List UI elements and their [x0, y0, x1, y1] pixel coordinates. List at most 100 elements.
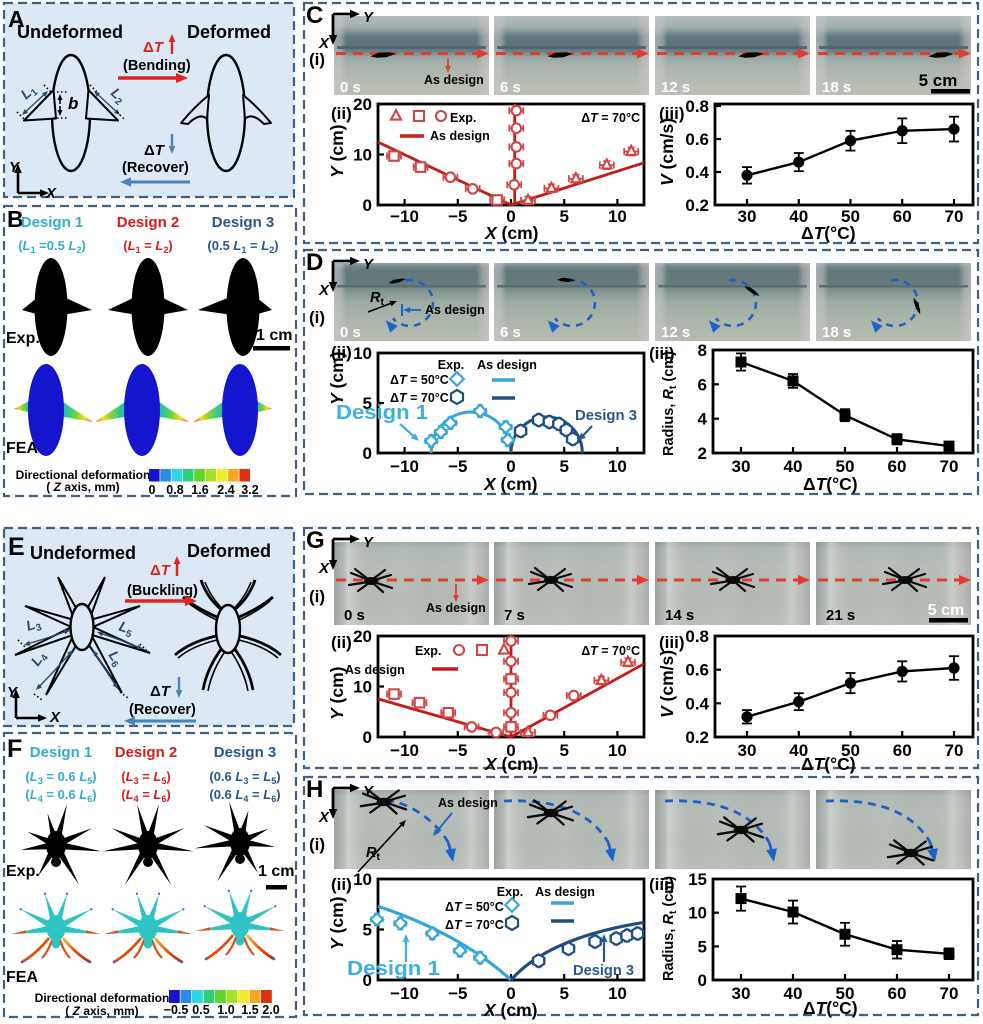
svg-text:X (cm): X (cm): [484, 223, 539, 243]
svg-text:0: 0: [698, 971, 707, 990]
svg-text:F: F: [7, 735, 22, 763]
svg-text:20: 20: [353, 95, 372, 114]
svg-text:−5: −5: [448, 457, 467, 476]
svg-text:10: 10: [608, 984, 627, 1003]
svg-text:Deformed: Deformed: [187, 541, 271, 561]
svg-text:0: 0: [363, 444, 372, 463]
svg-text:0.4: 0.4: [685, 694, 709, 713]
svg-text:30: 30: [732, 984, 751, 1003]
svg-text:60: 60: [893, 741, 912, 760]
svg-text:0.4: 0.4: [685, 163, 709, 182]
svg-text:1.0: 1.0: [217, 1003, 234, 1017]
svg-text:FEA: FEA: [6, 440, 38, 457]
svg-text:Radius, Rt​ (cm): Radius, Rt​ (cm): [661, 351, 679, 456]
svg-text:Exp.: Exp.: [450, 111, 476, 125]
svg-text:Y: Y: [363, 256, 375, 273]
svg-text:0: 0: [363, 196, 372, 215]
svg-text:ΔT(°C): ΔT(°C): [803, 998, 858, 1018]
svg-text:10: 10: [688, 904, 707, 923]
svg-text:10: 10: [353, 678, 372, 697]
svg-text:Radius, Rt​ (cm): Radius, Rt​ (cm): [661, 876, 679, 981]
svg-text:ΔT = 70°C: ΔT = 70°C: [445, 918, 504, 932]
svg-text:Y: Y: [363, 534, 375, 551]
svg-text:18 s: 18 s: [822, 79, 851, 96]
svg-text:7 s: 7 s: [504, 607, 525, 624]
svg-text:ΔT = 70°C: ΔT = 70°C: [581, 111, 640, 125]
svg-text:ΔT = 70°C: ΔT = 70°C: [581, 644, 640, 658]
svg-text:60: 60: [888, 984, 907, 1003]
svg-text:0.6: 0.6: [685, 130, 709, 149]
svg-text:Undeformed: Undeformed: [30, 543, 136, 563]
svg-text:Design 2: Design 2: [115, 744, 178, 761]
svg-text:21 s: 21 s: [826, 607, 855, 624]
svg-text:X: X: [45, 185, 57, 202]
svg-text:As design: As design: [345, 663, 405, 677]
svg-text:0: 0: [149, 483, 156, 497]
svg-text:5: 5: [559, 984, 568, 1003]
svg-text:(i): (i): [309, 587, 325, 606]
svg-text:50: 50: [841, 207, 860, 226]
svg-text:X (cm): X (cm): [483, 474, 538, 494]
svg-text:−10: −10: [390, 741, 419, 760]
svg-text:−5: −5: [448, 984, 467, 1003]
svg-text:H: H: [306, 776, 323, 803]
svg-text:40: 40: [784, 457, 803, 476]
svg-text:0.8: 0.8: [166, 483, 183, 497]
svg-text:ΔT = 50°C: ΔT = 50°C: [390, 373, 449, 387]
svg-text:ΔT = 70°C: ΔT = 70°C: [390, 391, 449, 405]
svg-text:ΔT: ΔT: [150, 562, 172, 579]
svg-text:0: 0: [363, 971, 372, 990]
svg-text:X: X: [49, 709, 61, 726]
svg-text:0: 0: [506, 984, 515, 1003]
svg-text:ΔT: ΔT: [144, 142, 166, 159]
svg-text:Y (cm): Y (cm): [327, 897, 347, 951]
svg-text:14 s: 14 s: [665, 607, 694, 624]
svg-text:0: 0: [506, 457, 515, 476]
svg-text:2.4: 2.4: [217, 483, 234, 497]
svg-text:1 cm: 1 cm: [256, 327, 292, 344]
svg-text:(L1​ =0.5 L2​): (L1​ =0.5 L2​): [18, 238, 86, 255]
svg-text:Design 2: Design 2: [117, 214, 180, 231]
svg-text:3.2: 3.2: [241, 483, 258, 497]
svg-text:−10: −10: [390, 207, 419, 226]
svg-text:X: X: [318, 282, 330, 299]
svg-text:70: 70: [945, 207, 964, 226]
svg-text:10: 10: [353, 870, 372, 889]
svg-text:−0.5: −0.5: [164, 1003, 189, 1017]
svg-text:0.8: 0.8: [685, 627, 709, 646]
svg-text:Rt​: Rt​: [366, 845, 380, 863]
svg-text:Y (cm): Y (cm): [327, 667, 347, 721]
svg-text:4: 4: [698, 410, 708, 429]
svg-text:FEA: FEA: [6, 969, 38, 986]
svg-text:30: 30: [738, 741, 757, 760]
svg-text:As design: As design: [425, 303, 485, 317]
svg-text:X: X: [318, 809, 330, 826]
svg-text:−10: −10: [390, 984, 419, 1003]
svg-text:1 cm: 1 cm: [258, 863, 294, 880]
svg-text:(iii): (iii): [649, 344, 675, 363]
svg-text:(i): (i): [309, 835, 325, 854]
svg-text:(Buckling): (Buckling): [127, 583, 198, 599]
svg-text:(ii): (ii): [331, 875, 352, 894]
svg-text:50: 50: [841, 741, 860, 760]
svg-text:X (cm): X (cm): [484, 754, 539, 774]
svg-text:5: 5: [559, 741, 568, 760]
svg-text:V (cm/s): V (cm/s): [657, 650, 677, 718]
svg-text:X (cm): X (cm): [483, 1000, 538, 1020]
svg-text:As design: As design: [477, 358, 537, 372]
svg-text:E: E: [8, 533, 25, 561]
svg-text:12 s: 12 s: [661, 324, 690, 341]
svg-text:ΔT = 50°C: ΔT = 50°C: [445, 900, 504, 914]
svg-text:ΔT(°C): ΔT(°C): [801, 754, 856, 774]
svg-text:5: 5: [559, 207, 568, 226]
svg-text:As design: As design: [438, 796, 498, 810]
svg-text:10: 10: [608, 457, 627, 476]
svg-text:−5: −5: [448, 741, 467, 760]
svg-text:Directional deformation: Directional deformation: [16, 468, 151, 482]
svg-text:10: 10: [608, 207, 627, 226]
svg-text:L5​: L5​: [116, 618, 136, 641]
svg-text:Undeformed: Undeformed: [17, 22, 123, 42]
svg-text:(ii): (ii): [331, 633, 352, 652]
svg-text:Y: Y: [363, 9, 375, 26]
svg-text:(Recover): (Recover): [122, 160, 189, 176]
